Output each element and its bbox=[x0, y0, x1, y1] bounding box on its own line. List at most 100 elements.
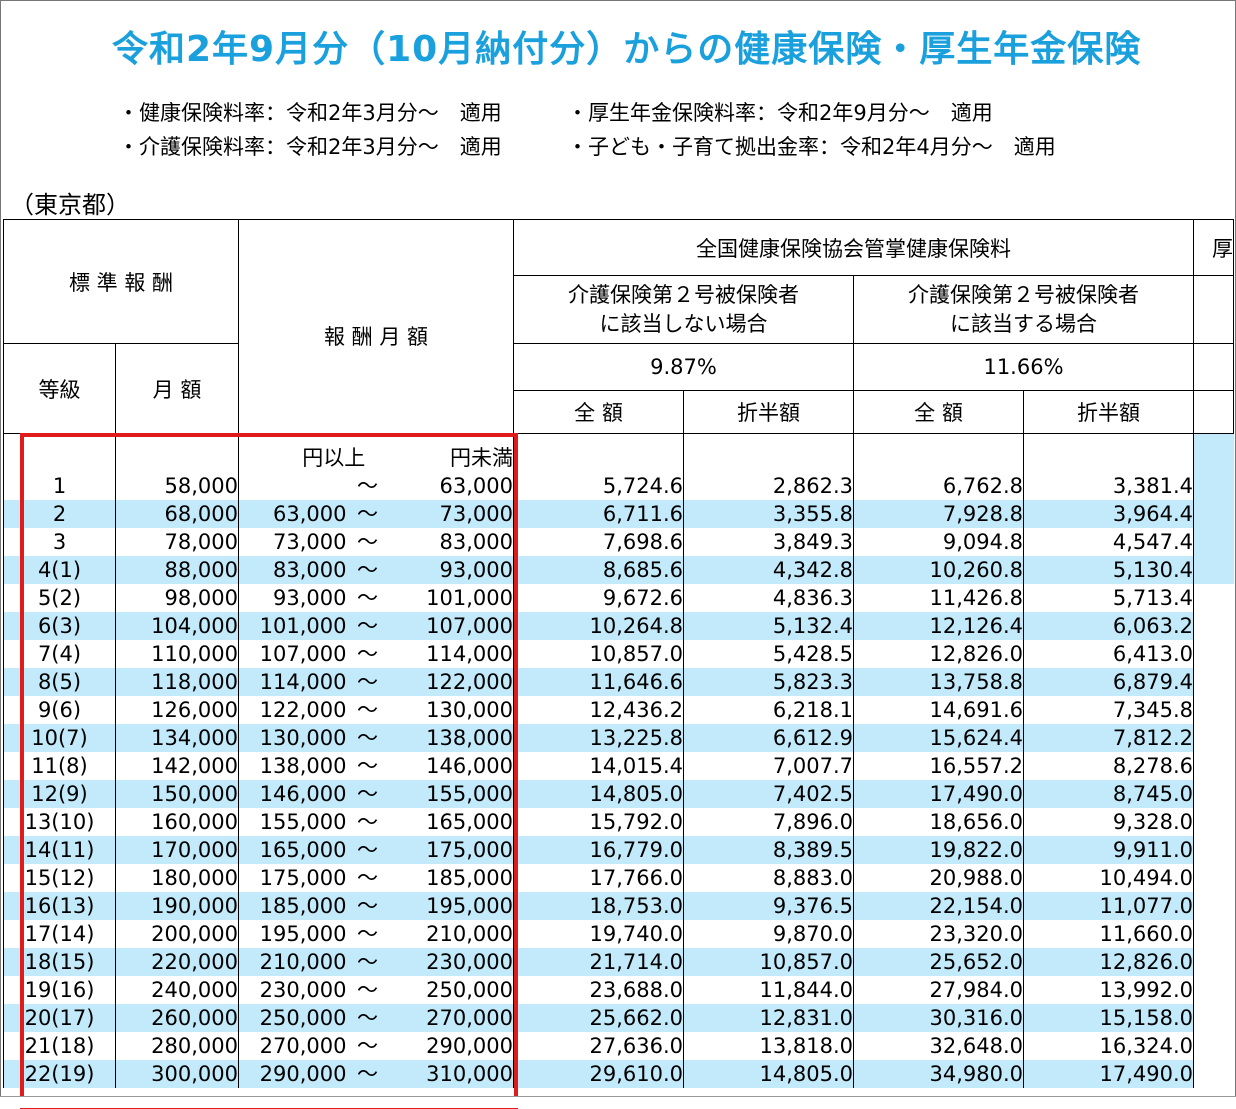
row-pension-cut bbox=[1193, 780, 1234, 808]
row-tilde: ～ bbox=[346, 500, 389, 528]
row-pension-cut bbox=[1193, 1032, 1234, 1060]
table-row: 6(3) 104,000 101,000 ～ 107,000 10,264.8 5,132.… bbox=[3, 612, 1234, 640]
row-to: 270,000 bbox=[388, 1004, 514, 1032]
row-half-care: 6,413.0 bbox=[1023, 640, 1194, 668]
row-pension-cut bbox=[1193, 976, 1234, 1004]
note-child-rate: ・子ども・子育て拠出金率：令和2年4月分～ 適用 bbox=[567, 135, 1056, 159]
row-tilde: ～ bbox=[346, 1004, 389, 1032]
row-monthly: 200,000 bbox=[115, 920, 239, 948]
row-full-not-care: 14,805.0 bbox=[513, 780, 684, 808]
row-from: 210,000 bbox=[238, 948, 347, 976]
header-full-2: 全 額 bbox=[853, 390, 1024, 434]
row-monthly: 170,000 bbox=[115, 836, 239, 864]
row-tilde: ～ bbox=[357, 754, 378, 778]
row-pension-cut bbox=[1193, 1060, 1234, 1088]
row-tilde: ～ bbox=[357, 866, 378, 890]
row-to: 146,000 bbox=[388, 752, 514, 780]
row-full-not-care: 7,698.6 bbox=[513, 528, 684, 556]
row-to: 310,000 bbox=[388, 1060, 514, 1088]
row-half-not-care: 4,342.8 bbox=[683, 556, 854, 584]
row-pension-cut bbox=[1193, 528, 1234, 556]
row-monthly: 88,000 bbox=[115, 556, 239, 584]
row-half-not-care: 5,428.5 bbox=[683, 640, 854, 668]
row-full-care: 15,624.4 bbox=[853, 724, 1024, 752]
row-monthly: 78,000 bbox=[115, 528, 239, 556]
table-row: 14(11) 170,000 165,000 ～ 175,000 16,779.0 8,38… bbox=[3, 836, 1234, 864]
row-monthly: 190,000 bbox=[115, 892, 239, 920]
row-tilde: ～ bbox=[357, 922, 378, 946]
row-tilde: ～ bbox=[346, 668, 389, 696]
row-to: 165,000 bbox=[388, 808, 514, 836]
row-to: 101,000 bbox=[388, 584, 514, 612]
row-half-care: 10,494.0 bbox=[1023, 864, 1194, 892]
row-full-not-care: 29,610.0 bbox=[513, 1060, 684, 1088]
row-to: 230,000 bbox=[388, 948, 514, 976]
page-title: 令和2年9月分（10月納付分）からの健康保険・厚生年金保険 bbox=[112, 29, 1142, 70]
header-half-2: 折半額 bbox=[1023, 390, 1194, 434]
highlight-box bbox=[20, 433, 518, 1109]
row-half-not-care: 5,823.3 bbox=[683, 668, 854, 696]
row-to: 63,000 bbox=[388, 472, 514, 500]
row-pension-cut bbox=[1193, 864, 1234, 892]
row-full-care: 19,822.0 bbox=[853, 836, 1024, 864]
row-to: 130,000 bbox=[388, 696, 514, 724]
header-kyokai: 全国健康保険協会管掌健康保険料 bbox=[513, 219, 1194, 276]
row-half-not-care: 3,849.3 bbox=[683, 528, 854, 556]
row-full-not-care: 13,225.8 bbox=[513, 724, 684, 752]
row-half-care: 5,713.4 bbox=[1023, 584, 1194, 612]
row-to: 290,000 bbox=[388, 1032, 514, 1060]
cell-blank bbox=[1023, 433, 1194, 472]
table-row: 2 68,000 63,000 ～ 73,000 6,711.6 3,355.8 7,928.… bbox=[3, 500, 1234, 528]
row-to: 138,000 bbox=[388, 724, 514, 752]
row-half-not-care: 6,612.9 bbox=[683, 724, 854, 752]
row-from: 138,000 bbox=[259, 754, 347, 778]
row-full-care: 10,260.8 bbox=[853, 556, 1024, 584]
row-to: 122,000 bbox=[388, 668, 514, 696]
row-half-not-care: 7,402.5 bbox=[683, 780, 854, 808]
header-rate-care: 11.66% bbox=[853, 343, 1194, 391]
row-tilde: ～ bbox=[357, 586, 378, 610]
row-from: 270,000 bbox=[259, 1034, 347, 1058]
table-row: 1 58,000 ～ 63,000 5,724.6 2,862.3 6,762.8 3,381… bbox=[3, 472, 1234, 500]
row-full-not-care: 21,714.0 bbox=[513, 948, 684, 976]
row-from: 165,000 bbox=[238, 836, 347, 864]
table-row: 16(13) 190,000 185,000 ～ 195,000 18,753.0 9,37… bbox=[3, 892, 1234, 920]
cell-blank bbox=[683, 433, 854, 472]
premium-table: 標 準 報 酬 報 酬 月 額 全国健康保険協会管掌健康保険料 厚 介護保険第２… bbox=[3, 219, 1234, 1088]
row-half-not-care: 9,376.5 bbox=[683, 892, 854, 920]
table-row: 18(15) 220,000 210,000 ～ 230,000 21,714.0 10,8… bbox=[3, 948, 1234, 976]
row-half-not-care: 7,896.0 bbox=[683, 808, 854, 836]
row-half-care: 7,812.2 bbox=[1023, 724, 1194, 752]
row-full-not-care: 10,857.0 bbox=[513, 640, 684, 668]
row-full-not-care: 12,436.2 bbox=[513, 696, 684, 724]
label-to: 円未満 bbox=[388, 433, 514, 472]
table-row: 19(16) 240,000 230,000 ～ 250,000 23,688.0 11,8… bbox=[3, 976, 1234, 1004]
row-tilde: ～ bbox=[357, 978, 378, 1002]
header-pension-blank bbox=[1193, 275, 1234, 344]
row-pension-cut bbox=[1193, 584, 1234, 612]
table-row: 7(4) 110,000 107,000 ～ 114,000 10,857.0 5,428.… bbox=[3, 640, 1234, 668]
note-care-rate: ・介護保険料率：令和2年3月分～ 適用 bbox=[118, 135, 502, 159]
row-tilde: ～ bbox=[357, 642, 378, 666]
row-monthly: 110,000 bbox=[115, 640, 239, 668]
row-tilde: ～ bbox=[357, 474, 378, 498]
row-to: 195,000 bbox=[388, 892, 514, 920]
row-pension-cut bbox=[1193, 948, 1234, 976]
row-to: 175,000 bbox=[388, 836, 514, 864]
row-tilde: ～ bbox=[346, 556, 389, 584]
row-full-care: 16,557.2 bbox=[853, 752, 1024, 780]
row-monthly: 220,000 bbox=[115, 948, 239, 976]
row-from: 130,000 bbox=[238, 724, 347, 752]
row-pension-cut bbox=[1193, 612, 1234, 640]
row-to: 155,000 bbox=[388, 780, 514, 808]
row-pension-cut bbox=[1193, 752, 1234, 780]
row-full-care: 20,988.0 bbox=[853, 864, 1024, 892]
row-from: 250,000 bbox=[238, 1004, 347, 1032]
row-half-care: 16,324.0 bbox=[1023, 1032, 1194, 1060]
row-half-care: 9,328.0 bbox=[1023, 808, 1194, 836]
row-monthly: 104,000 bbox=[115, 612, 239, 640]
row-half-not-care: 12,831.0 bbox=[683, 1004, 854, 1032]
row-from: 73,000 bbox=[273, 530, 347, 554]
row-full-care: 34,980.0 bbox=[853, 1060, 1024, 1088]
row-half-not-care: 4,836.3 bbox=[683, 584, 854, 612]
